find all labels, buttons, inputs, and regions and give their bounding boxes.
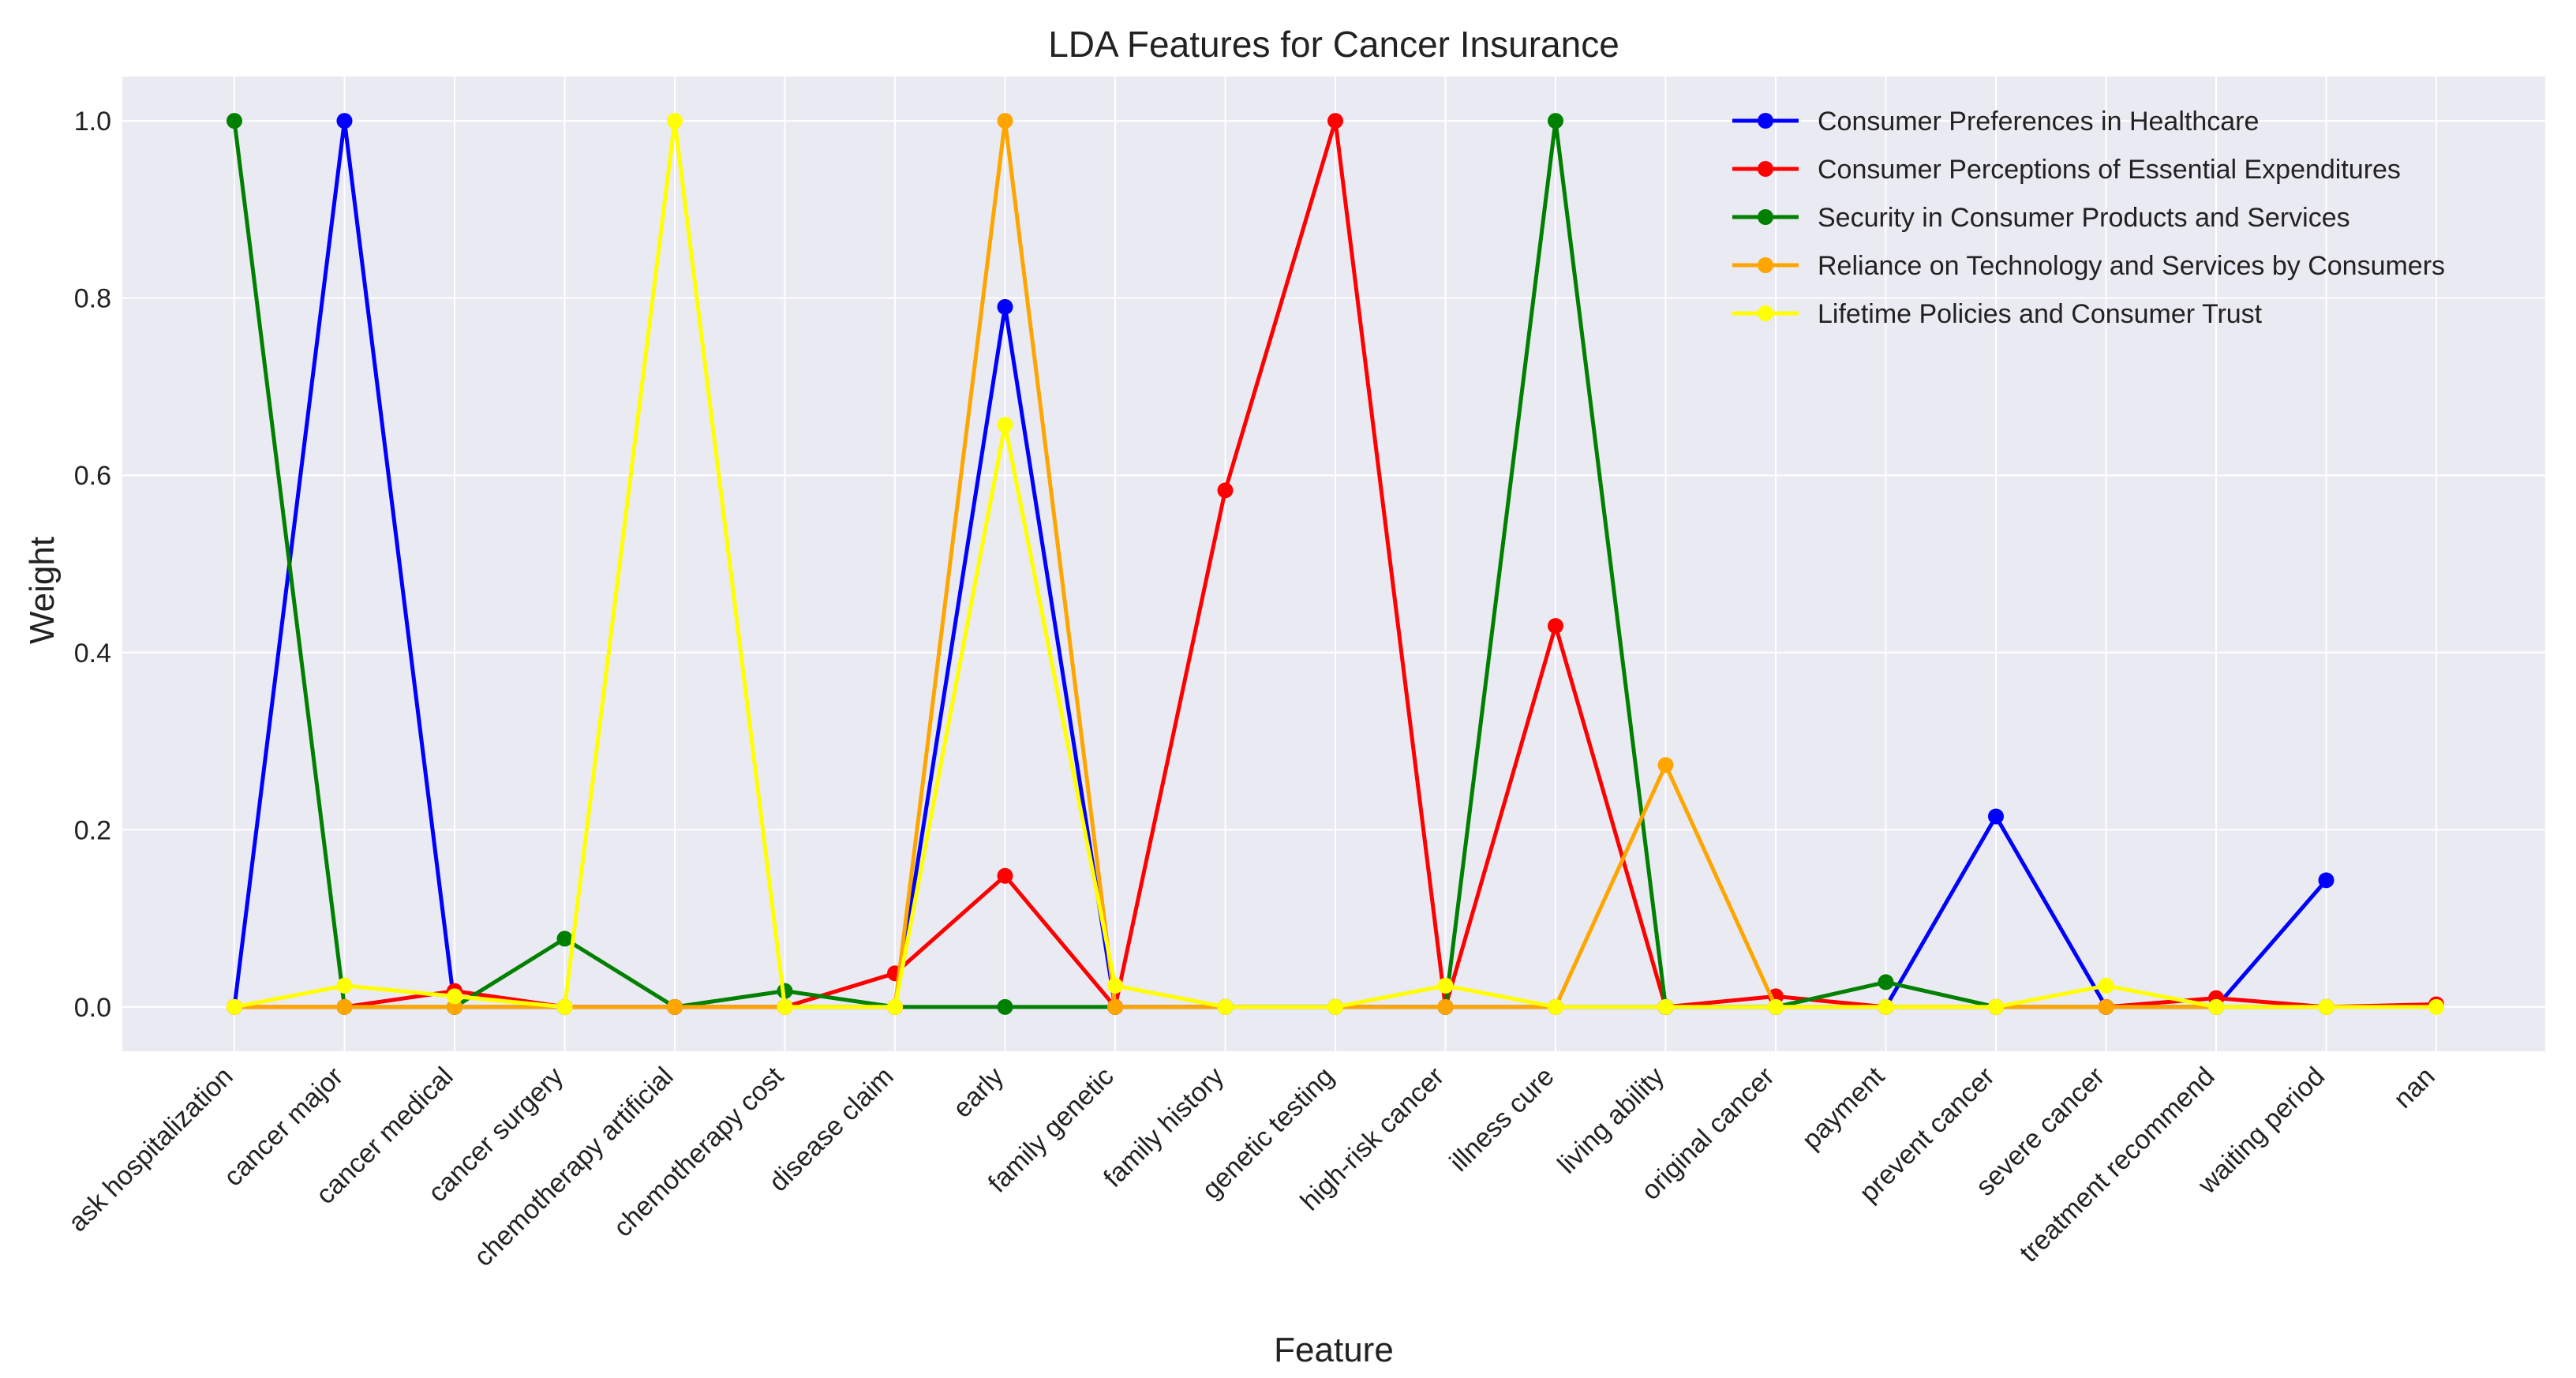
data-point — [777, 998, 793, 1015]
legend-label: Consumer Preferences in Healthcare — [1818, 107, 2259, 137]
data-point — [1988, 808, 2004, 825]
legend-label: Lifetime Policies and Consumer Trust — [1818, 299, 2263, 329]
legend-label: Reliance on Technology and Services by C… — [1818, 251, 2445, 281]
x-tick-label: illness cure — [1444, 1062, 1560, 1178]
y-axis-label: Weight — [23, 537, 62, 644]
x-tick-label: treatment recommend — [2014, 1062, 2221, 1268]
data-point — [1657, 998, 1674, 1015]
y-tick-label: 0.4 — [74, 638, 111, 668]
data-point — [2098, 977, 2114, 994]
legend-marker — [1758, 113, 1773, 129]
data-point — [556, 931, 573, 947]
data-point — [336, 977, 353, 994]
data-point — [1657, 757, 1674, 773]
data-point — [997, 998, 1013, 1015]
data-point — [1548, 113, 1563, 129]
y-tick-label: 0.2 — [74, 815, 111, 845]
data-point — [997, 113, 1013, 129]
grid — [122, 77, 2545, 1051]
legend-label: Security in Consumer Products and Servic… — [1818, 203, 2350, 233]
chart-title: LDA Features for Cancer Insurance — [1048, 24, 1619, 65]
data-point — [2428, 998, 2444, 1015]
x-tick-label: nan — [2388, 1062, 2441, 1114]
data-point — [1878, 974, 1894, 990]
legend-marker — [1758, 209, 1773, 225]
data-point — [1878, 998, 1894, 1015]
y-axis: 0.0 0.2 0.4 0.6 0.8 1.0 — [74, 107, 111, 1023]
y-tick-label: 0.8 — [74, 284, 111, 314]
data-point — [887, 998, 903, 1015]
series-group — [227, 113, 2444, 1015]
data-point — [667, 113, 683, 129]
x-axis-label: Feature — [1274, 1331, 1394, 1369]
data-point — [1437, 998, 1454, 1015]
data-point — [667, 998, 683, 1015]
data-point — [1768, 998, 1784, 1015]
plot-area — [122, 77, 2545, 1051]
series-lifetime-policies-and-consumer-trust — [227, 113, 2444, 1015]
data-point — [997, 867, 1013, 884]
legend-item-security-in-consumer-products-and-services: Security in Consumer Products and Servic… — [1732, 203, 2350, 233]
data-point — [2208, 998, 2224, 1015]
data-point — [227, 998, 242, 1015]
data-point — [1217, 998, 1234, 1015]
data-point — [336, 998, 353, 1015]
data-point — [1988, 998, 2004, 1015]
data-point — [336, 113, 353, 129]
data-point — [997, 298, 1013, 315]
legend-marker — [1758, 161, 1773, 177]
x-tick-label: chemotherapy artificial — [468, 1062, 679, 1272]
data-point — [2098, 998, 2114, 1015]
data-point — [447, 988, 462, 1005]
legend-item-lifetime-policies-and-consumer-trust: Lifetime Policies and Consumer Trust — [1732, 299, 2263, 329]
data-point — [997, 417, 1013, 433]
y-tick-label: 0.6 — [74, 461, 111, 491]
legend: Consumer Preferences in Healthcare Consum… — [1732, 107, 2445, 329]
x-tick-label: living ability — [1552, 1062, 1670, 1180]
data-point — [2318, 998, 2334, 1015]
x-tick-label: ask hospitalization — [62, 1062, 238, 1238]
legend-item-reliance-on-technology-and-services-by-consumers: Reliance on Technology and Services by C… — [1732, 251, 2445, 281]
legend-item-consumer-perceptions-of-essential-expenditures: Consumer Perceptions of Essential Expend… — [1732, 155, 2401, 185]
data-point — [1327, 113, 1343, 129]
data-point — [556, 998, 573, 1015]
data-point — [1327, 998, 1343, 1015]
data-point — [1107, 998, 1123, 1015]
x-tick-label: payment — [1796, 1061, 1890, 1155]
data-point — [1217, 482, 1234, 499]
legend-item-consumer-preferences-in-healthcare: Consumer Preferences in Healthcare — [1732, 107, 2259, 137]
legend-marker — [1758, 257, 1773, 273]
y-tick-label: 0.0 — [74, 993, 111, 1023]
data-point — [1107, 977, 1123, 994]
legend-marker — [1758, 305, 1773, 321]
data-point — [1548, 618, 1563, 635]
y-tick-label: 1.0 — [74, 107, 111, 137]
data-point — [227, 113, 242, 129]
data-point — [1548, 998, 1563, 1015]
x-tick-label: early — [947, 1062, 1009, 1124]
data-point — [2318, 872, 2334, 889]
legend-label: Consumer Perceptions of Essential Expend… — [1818, 155, 2401, 185]
data-point — [1437, 977, 1454, 994]
